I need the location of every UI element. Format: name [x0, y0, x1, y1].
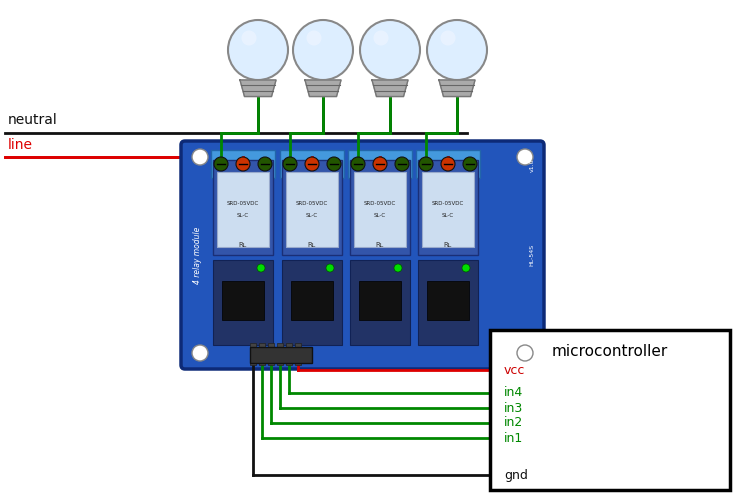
Text: SL-C: SL-C: [237, 213, 249, 218]
Bar: [268, 343, 274, 365]
Circle shape: [351, 157, 365, 171]
Circle shape: [326, 264, 334, 272]
Text: SL-C: SL-C: [306, 213, 318, 218]
Bar: [490, 330, 730, 490]
Circle shape: [440, 30, 455, 46]
Text: SRD-05VDC: SRD-05VDC: [364, 201, 396, 206]
Circle shape: [462, 264, 470, 272]
Circle shape: [283, 157, 297, 171]
Bar: [250, 347, 312, 363]
Text: Rʟ: Rʟ: [308, 242, 316, 248]
Circle shape: [214, 157, 228, 171]
Text: Rʟ: Rʟ: [376, 242, 384, 248]
Text: vcc: vcc: [504, 364, 525, 376]
Circle shape: [236, 157, 250, 171]
Bar: [259, 343, 265, 365]
Bar: [427, 281, 469, 320]
Bar: [250, 343, 256, 365]
Circle shape: [463, 157, 477, 171]
Bar: [350, 160, 410, 255]
Bar: [286, 172, 338, 247]
Circle shape: [228, 20, 288, 80]
Circle shape: [192, 149, 208, 165]
Circle shape: [307, 30, 322, 46]
Text: SL-C: SL-C: [442, 213, 454, 218]
Text: in1: in1: [504, 432, 524, 444]
Bar: [416, 150, 480, 178]
Text: SRD-05VDC: SRD-05VDC: [432, 201, 464, 206]
Text: in2: in2: [504, 416, 524, 430]
Circle shape: [395, 157, 409, 171]
Circle shape: [441, 157, 455, 171]
Bar: [295, 343, 301, 365]
Text: 4 relay module: 4 relay module: [194, 226, 202, 283]
Bar: [418, 260, 478, 345]
Text: Rʟ: Rʟ: [444, 242, 452, 248]
Bar: [277, 343, 283, 365]
Circle shape: [257, 264, 265, 272]
Circle shape: [374, 30, 388, 46]
Bar: [213, 260, 273, 345]
Circle shape: [192, 345, 208, 361]
Circle shape: [373, 157, 387, 171]
Circle shape: [427, 20, 487, 80]
Polygon shape: [305, 80, 341, 96]
Bar: [291, 281, 333, 320]
Polygon shape: [240, 80, 276, 96]
Bar: [282, 160, 342, 255]
Circle shape: [242, 30, 256, 46]
Text: line: line: [8, 138, 33, 152]
Text: v1.0: v1.0: [530, 158, 535, 172]
Circle shape: [360, 20, 420, 80]
Text: in4: in4: [504, 386, 524, 400]
Bar: [280, 150, 344, 178]
Circle shape: [258, 157, 272, 171]
Circle shape: [517, 345, 533, 361]
Bar: [211, 150, 275, 178]
Polygon shape: [439, 80, 475, 96]
Circle shape: [419, 157, 433, 171]
Text: SRD-05VDC: SRD-05VDC: [296, 201, 328, 206]
Circle shape: [293, 20, 353, 80]
Bar: [222, 281, 264, 320]
Bar: [217, 172, 269, 247]
Circle shape: [327, 157, 341, 171]
Text: gnd: gnd: [504, 468, 528, 481]
Text: Rʟ: Rʟ: [238, 242, 248, 248]
Circle shape: [394, 264, 402, 272]
Bar: [422, 172, 474, 247]
Text: SL-C: SL-C: [374, 213, 386, 218]
Text: in3: in3: [504, 402, 524, 414]
Bar: [348, 150, 412, 178]
Bar: [282, 260, 342, 345]
Text: HL-54S: HL-54S: [530, 244, 535, 266]
Polygon shape: [372, 80, 408, 96]
Bar: [354, 172, 406, 247]
Bar: [213, 160, 273, 255]
Bar: [359, 281, 401, 320]
Text: microcontroller: microcontroller: [552, 344, 668, 360]
Circle shape: [517, 149, 533, 165]
Text: SRD-05VDC: SRD-05VDC: [226, 201, 260, 206]
Text: neutral: neutral: [8, 113, 58, 127]
Bar: [418, 160, 478, 255]
Bar: [286, 343, 292, 365]
Circle shape: [305, 157, 319, 171]
FancyBboxPatch shape: [181, 141, 544, 369]
Bar: [350, 260, 410, 345]
